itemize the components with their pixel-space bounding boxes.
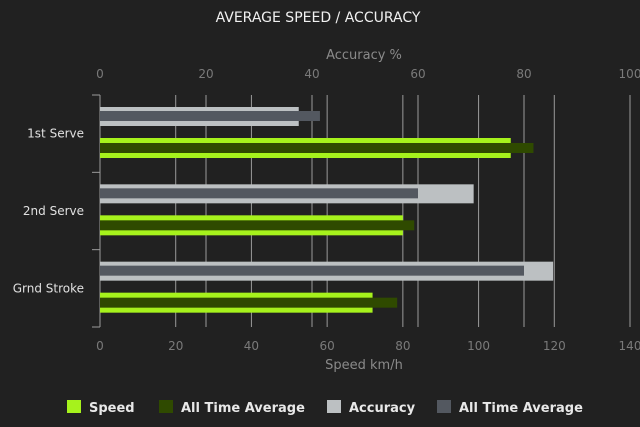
legend-swatch [327,400,341,413]
legend-swatch [159,400,173,413]
chart-title: AVERAGE SPEED / ACCURACY [216,10,421,26]
bottom-axis-tick-label: 60 [320,339,335,353]
bottom-axis-tick-label: 100 [467,339,490,353]
bottom-axis-tick-label: 80 [395,339,410,353]
accuracy-all-time-average-bar [100,111,320,121]
speed-all-time-average-bar [100,297,398,308]
category-label: 1st Serve [27,127,84,141]
top-axis-tick-label: 0 [96,67,104,81]
bottom-axis-tick-label: 20 [168,339,183,353]
legend-swatch [67,400,81,413]
top-axis-tick-label: 80 [516,67,531,81]
bottom-axis-label: Speed km/h [325,358,403,373]
legend-swatch [437,400,451,413]
top-axis-tick-label: 60 [410,67,425,81]
category-label: 2nd Serve [23,204,84,218]
legend-label: All Time Average [181,401,305,416]
top-axis-tick-label: 40 [304,67,319,81]
top-axis-tick-label: 100 [619,67,640,81]
bottom-axis-tick-label: 120 [543,339,566,353]
legend-label: Speed [89,401,135,416]
speed-all-time-average-bar [100,220,415,231]
legend-label: Accuracy [349,401,416,416]
bottom-axis-tick-label: 40 [244,339,259,353]
category-label: Grnd Stroke [13,281,84,295]
speed-all-time-average-bar [100,143,534,153]
top-axis-label: Accuracy % [326,48,402,63]
accuracy-all-time-average-bar [100,188,418,199]
legend-label: All Time Average [459,401,583,416]
bottom-axis-tick-label: 140 [619,339,640,353]
accuracy-all-time-average-bar [100,265,524,276]
bottom-axis-tick-label: 0 [96,339,104,353]
top-axis-tick-label: 20 [198,67,213,81]
